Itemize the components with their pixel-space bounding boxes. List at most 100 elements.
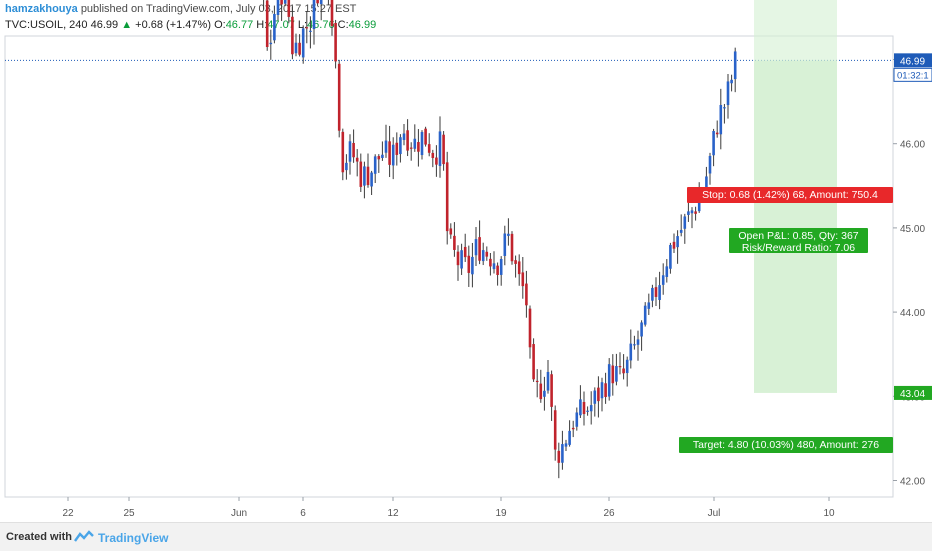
candle-body [345, 162, 348, 171]
candle-body [435, 157, 438, 165]
candle-body [312, 0, 316, 30]
candle-body [265, 0, 269, 47]
x-tick-label: 25 [123, 508, 135, 519]
candle-body [640, 322, 643, 337]
y-tick-label: 44.00 [900, 308, 925, 319]
candle-body [409, 147, 413, 149]
candle-body [615, 366, 618, 382]
candle-body [514, 260, 517, 264]
candle-body [579, 399, 582, 416]
candle-body [708, 155, 712, 174]
candle-body [676, 236, 679, 248]
candle-body [485, 251, 489, 257]
candle-body [654, 287, 658, 297]
x-tick-label: 6 [300, 508, 306, 519]
candle-body [687, 211, 690, 215]
position-tool[interactable]: Stop: 0.68 (1.42%) 68, Amount: 750.4 Open… [253, 0, 893, 453]
candle-body [273, 13, 276, 41]
candle-body [391, 144, 395, 166]
symbol-label: TVC:USOIL, 240 [5, 19, 88, 31]
candle-body [589, 405, 593, 412]
candle-body [489, 258, 492, 267]
candle-body [341, 131, 345, 173]
x-tick-label: 12 [387, 508, 399, 519]
candle-body [672, 241, 676, 249]
candle-body [305, 27, 309, 29]
close-value: 46.99 [348, 19, 377, 31]
candle-body [723, 107, 726, 109]
candle-body [622, 368, 625, 374]
pnl-label-text: Open P&L: 0.85, Qty: 367 [738, 230, 858, 242]
candle-body [496, 265, 499, 275]
candle-body [431, 152, 435, 158]
candle-body [499, 259, 503, 275]
footer-bar: Created with TradingView [0, 522, 932, 551]
stop-label-text: Stop: 0.68 (1.42%) 68, Amount: 750.4 [702, 189, 878, 201]
low-label: L: [297, 19, 308, 31]
candle-body [276, 0, 280, 15]
candle-body [424, 128, 427, 145]
candle-body [460, 250, 463, 269]
candle-body [373, 156, 377, 174]
candle-body [719, 104, 723, 135]
candle-body [445, 162, 449, 232]
candle-body [363, 166, 366, 186]
chart-grid [4, 35, 894, 498]
candle-body [420, 132, 424, 156]
candle-body [561, 444, 564, 463]
candle-body [525, 283, 528, 306]
candle-body [337, 63, 341, 131]
candle-body [593, 390, 597, 404]
open-value: 46.77 [225, 19, 254, 31]
candle-body [471, 256, 474, 275]
candle-body [309, 30, 312, 32]
tradingview-logo-icon [74, 530, 94, 542]
candle-body [438, 131, 442, 166]
candle-body [636, 339, 640, 345]
candle-body [388, 141, 391, 165]
chart-axes: 52.0051.0050.0049.0048.0047.0046.0045.00… [62, 53, 932, 519]
candle-body [370, 172, 373, 187]
author-name[interactable]: hamzakhouya [5, 3, 78, 15]
tradingview-brand[interactable]: TradingView [98, 531, 169, 545]
candle-body [463, 246, 467, 258]
candle-body [568, 430, 571, 445]
pnl-label-bg [729, 228, 868, 253]
candle-body [564, 443, 568, 447]
candle-body [730, 79, 733, 84]
candle-body [733, 51, 737, 80]
candle-body [510, 233, 514, 262]
candle-body [402, 133, 406, 140]
price-change: +0.68 (+1.47%) [135, 19, 211, 31]
pnl-label-text: Risk/Reward Ratio: 7.06 [742, 242, 855, 254]
candle-body [417, 142, 420, 152]
x-tick-label: 10 [823, 508, 835, 519]
created-with-text: Created with [6, 531, 73, 543]
target-label-text: Target: 4.80 (10.03%) 480, Amount: 276 [693, 439, 879, 451]
candle-body [600, 382, 604, 399]
open-pnl-zone [754, 0, 837, 61]
candle-body [726, 81, 730, 106]
candle-body [381, 154, 384, 158]
candle-body [625, 359, 629, 374]
price-chart[interactable]: Stop: 0.68 (1.42%) 68, Amount: 750.4 Open… [0, 0, 932, 522]
candle-body [366, 166, 370, 186]
candle-body [427, 144, 431, 153]
open-label: O: [214, 19, 226, 31]
candle-body [679, 229, 683, 233]
candle-body [456, 251, 460, 266]
candle-body [643, 305, 647, 325]
candle-body [442, 134, 445, 165]
candle-body [550, 374, 553, 407]
candle-body [298, 42, 301, 55]
candle-body [611, 365, 615, 384]
target-label-bg [679, 437, 893, 453]
candle-body [467, 255, 471, 273]
candle-body [395, 142, 399, 155]
up-arrow-icon: ▲ [121, 19, 133, 31]
close-label: C: [337, 19, 349, 31]
countdown-tag: 01:32:1 [897, 70, 929, 81]
x-tick-label: Jun [231, 508, 247, 519]
y-tick-label: 46.00 [900, 140, 925, 151]
candle-body [557, 450, 561, 463]
